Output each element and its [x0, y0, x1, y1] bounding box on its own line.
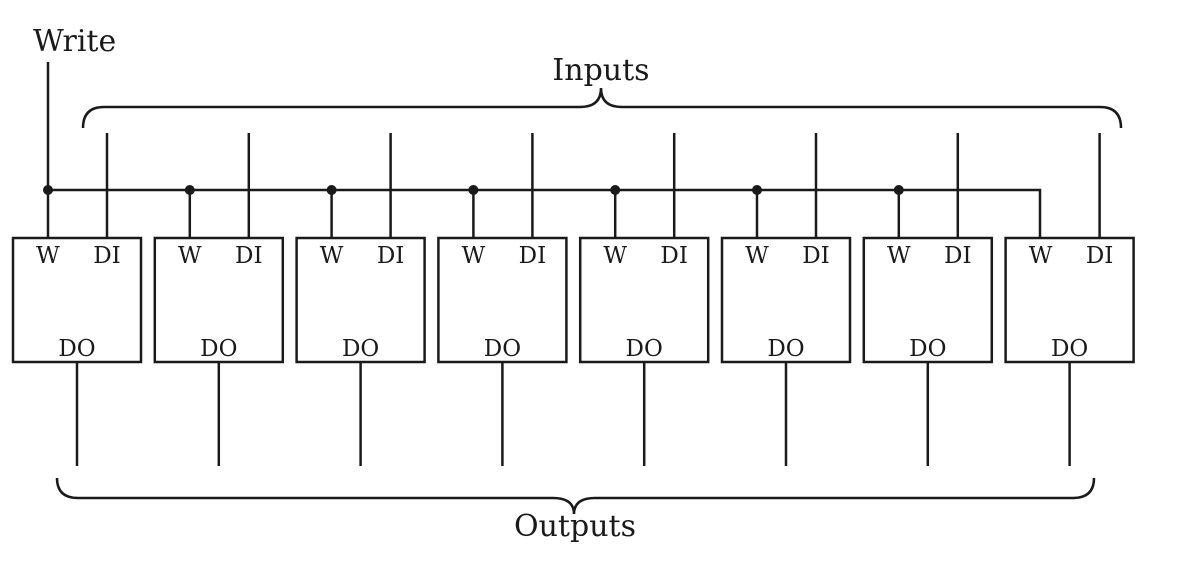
latch-cells: W DI DO W DI DO W DI DO W DI DO W DI DO W DI DO W DI DO W DI DO: [11, 133, 1135, 466]
w-pin-label: W: [603, 243, 627, 269]
di-pin-label: DI: [944, 243, 972, 269]
latch-cell: W DI DO: [862, 133, 994, 466]
w-pin-label: W: [745, 243, 769, 269]
do-pin-label: DO: [342, 336, 379, 362]
inputs-brace: [81, 87, 1123, 129]
di-pin-label: DI: [660, 243, 688, 269]
di-pin-label: DI: [519, 243, 547, 269]
inputs-label: Inputs: [552, 53, 649, 88]
do-pin-label: DO: [200, 336, 237, 362]
latch-cell: W DI DO: [295, 133, 426, 466]
latch-cell: W DI DO: [578, 133, 710, 466]
do-pin-label: DO: [484, 336, 521, 362]
latch-box: [153, 236, 285, 364]
w-pin-label: W: [178, 243, 202, 269]
latch-cell: W DI DO: [11, 133, 143, 466]
w-pin-label: W: [1029, 243, 1053, 269]
w-pin-label: W: [320, 243, 344, 269]
junction-dot: [43, 185, 53, 195]
junction-dot: [610, 185, 621, 195]
w-pin-label: W: [36, 243, 60, 269]
do-pin-label: DO: [1051, 336, 1088, 362]
do-pin-label: DO: [58, 336, 95, 362]
latch-box: [1004, 236, 1135, 364]
write-bus: [48, 188, 1042, 240]
junction-dot: [893, 185, 904, 195]
di-pin-label: DI: [93, 243, 121, 269]
latch-cell: W DI DO: [1004, 133, 1135, 466]
junction-dot: [468, 185, 479, 195]
write-label: Write: [33, 24, 116, 59]
junction-dot: [326, 185, 337, 195]
latch-box: [295, 236, 426, 364]
outputs-label: Outputs: [514, 509, 636, 544]
w-pin-label: W: [462, 243, 486, 269]
latch-box: [862, 236, 994, 364]
latch-cell: W DI DO: [153, 133, 285, 466]
do-pin-label: DO: [767, 336, 804, 362]
di-pin-label: DI: [377, 243, 405, 269]
di-pin-label: DI: [1086, 243, 1114, 269]
latch-cell: W DI DO: [437, 133, 568, 466]
outputs-brace: [55, 477, 1096, 515]
w-pin-label: W: [887, 243, 911, 269]
latch-cell: W DI DO: [720, 133, 852, 466]
do-pin-label: DO: [909, 336, 946, 362]
junction-dot: [752, 185, 762, 195]
do-pin-label: DO: [626, 336, 663, 362]
junction-dot: [184, 185, 195, 195]
di-pin-label: DI: [802, 243, 830, 269]
di-pin-label: DI: [235, 243, 263, 269]
